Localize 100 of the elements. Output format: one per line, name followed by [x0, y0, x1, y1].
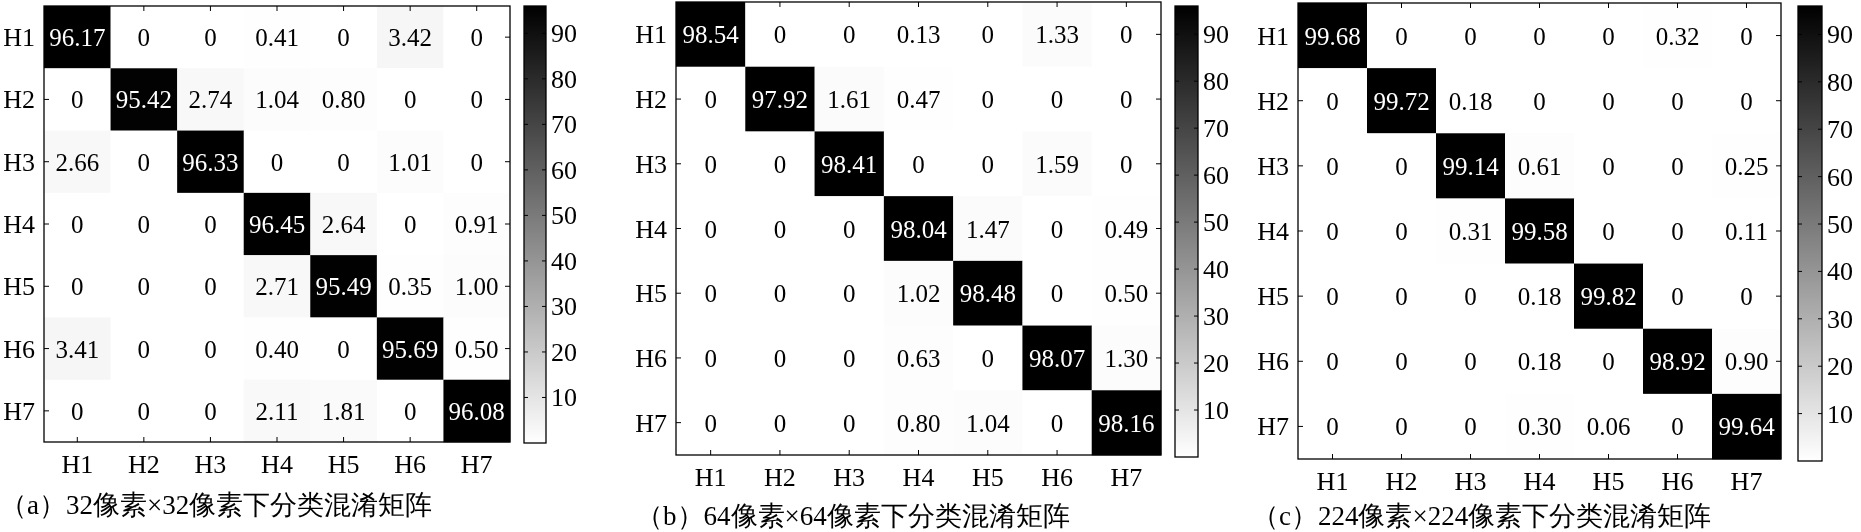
data-label: 0	[1326, 87, 1339, 115]
data-label: 0.91	[454, 211, 499, 238]
data-label: 0	[842, 215, 856, 243]
x-tick-label: H2	[1385, 467, 1418, 496]
data-label: 0	[842, 344, 856, 372]
data-label: 1.59	[1035, 150, 1079, 178]
x-tick-label: H1	[61, 450, 94, 479]
data-label: 0	[704, 150, 717, 178]
data-label: 2.74	[188, 86, 233, 114]
data-label: 0	[1326, 152, 1339, 180]
x-tick-label: H4	[902, 463, 935, 492]
x-tick-label: H3	[1454, 467, 1487, 496]
color-bar-label: 40	[551, 246, 577, 276]
data-label: 0.63	[896, 344, 941, 372]
color-bar-label: 50	[551, 201, 577, 231]
data-label: 2.66	[55, 148, 100, 176]
colorbar: 10 20 30 40 50 60 70 80 90	[1174, 5, 1229, 458]
data-label: 3.42	[388, 24, 433, 52]
color-bar-label: 30	[1203, 302, 1229, 332]
data-label: 98.16	[1098, 409, 1155, 437]
data-label: 0	[137, 24, 151, 52]
data-label: 0	[1671, 283, 1684, 311]
data-label: 2.71	[255, 273, 299, 301]
data-label: 0	[842, 280, 856, 308]
color-bar-label: 40	[1827, 257, 1853, 287]
data-label: 0	[337, 148, 350, 176]
data-label: 0	[71, 397, 84, 425]
y-tick-label: H7	[3, 396, 35, 426]
data-label: 0	[1464, 348, 1477, 376]
data-label: 0.35	[388, 273, 433, 301]
data-label: 0	[1602, 22, 1615, 50]
data-label: 0	[1395, 152, 1408, 180]
data-label: 0	[1395, 413, 1408, 441]
y-tick-label: H7	[1257, 412, 1289, 442]
data-label: 0	[337, 335, 350, 363]
x-tick-label: H3	[194, 450, 227, 479]
data-label: 0	[1120, 150, 1133, 178]
data-label: 0	[773, 21, 787, 49]
data-label: 0	[1533, 22, 1546, 50]
data-label: 0	[137, 273, 151, 301]
color-bar-label: 10	[1203, 396, 1229, 426]
x-tick-label: H7	[460, 450, 493, 479]
data-label: 0.06	[1586, 413, 1631, 441]
y-tick-label: H6	[1257, 347, 1289, 377]
data-label: 0.32	[1655, 22, 1700, 50]
data-label: 1.61	[827, 86, 872, 114]
data-label: 0	[137, 397, 151, 425]
y-tick-label: H3	[635, 149, 667, 179]
data-label: 0.61	[1517, 152, 1562, 180]
color-bar-label: 30	[551, 292, 577, 322]
data-label: 1.04	[255, 86, 300, 114]
y-tick-label: H4	[3, 210, 35, 239]
data-label: 0	[1050, 86, 1064, 114]
text: （b）64像素×64像素下分类混淆矩阵	[636, 501, 1070, 531]
color-bar-label: 10	[551, 383, 577, 413]
data-label: 98.92	[1649, 348, 1706, 376]
data-label: 99.68	[1304, 22, 1361, 50]
data-label: 0	[1671, 152, 1684, 180]
data-label: 1.47	[965, 215, 1010, 243]
data-label: 0	[137, 211, 151, 238]
x-tick-label: H3	[833, 463, 866, 492]
data-label: 0	[842, 409, 856, 437]
colorbar: 10 20 30 40 50 60 70 80 90	[1797, 5, 1853, 462]
data-label: 0	[1602, 152, 1615, 180]
color-bar-label: 50	[1203, 208, 1229, 238]
data-label: 0	[470, 86, 483, 114]
data-label: 1.81	[321, 397, 366, 425]
data-label: 0	[1602, 218, 1615, 245]
color-bar-label: 50	[1827, 210, 1853, 240]
color-bar-label: 20	[1827, 352, 1853, 382]
color-bar-label: 90	[551, 19, 577, 49]
y-tick-label: H5	[3, 272, 35, 302]
data-label: 99.58	[1511, 218, 1568, 245]
data-label: 0	[470, 24, 483, 52]
color-bar-label: 70	[1827, 115, 1853, 145]
data-label: 1.04	[965, 409, 1011, 437]
data-label: 0	[1395, 22, 1408, 50]
data-label: 0.40	[255, 335, 299, 363]
y-tick-label: H4	[635, 214, 667, 244]
y-tick-label: H1	[635, 20, 667, 50]
data-label: 97.92	[751, 86, 809, 114]
data-label: 0.80	[896, 409, 941, 437]
data-label: 98.07	[1028, 344, 1086, 372]
data-label: 0.50	[1104, 280, 1149, 308]
data-label: 0	[1602, 348, 1615, 376]
data-label: 1.33	[1035, 21, 1079, 49]
data-label: 98.41	[821, 150, 878, 178]
data-label: 1.30	[1104, 344, 1149, 372]
data-label: 0.50	[454, 335, 499, 363]
y-tick-label: H6	[635, 343, 667, 373]
data-label: 0	[470, 148, 483, 176]
data-label: 98.04	[890, 215, 948, 243]
data-label: 0.41	[255, 24, 299, 52]
data-label: 0	[204, 273, 217, 301]
data-label: 0.80	[321, 86, 366, 114]
data-label: 0	[1326, 413, 1339, 441]
data-label: 0.18	[1517, 283, 1562, 311]
data-label: 99.64	[1718, 413, 1776, 441]
x-tick-label: H6	[394, 450, 427, 479]
data-label: 95.49	[315, 273, 372, 301]
